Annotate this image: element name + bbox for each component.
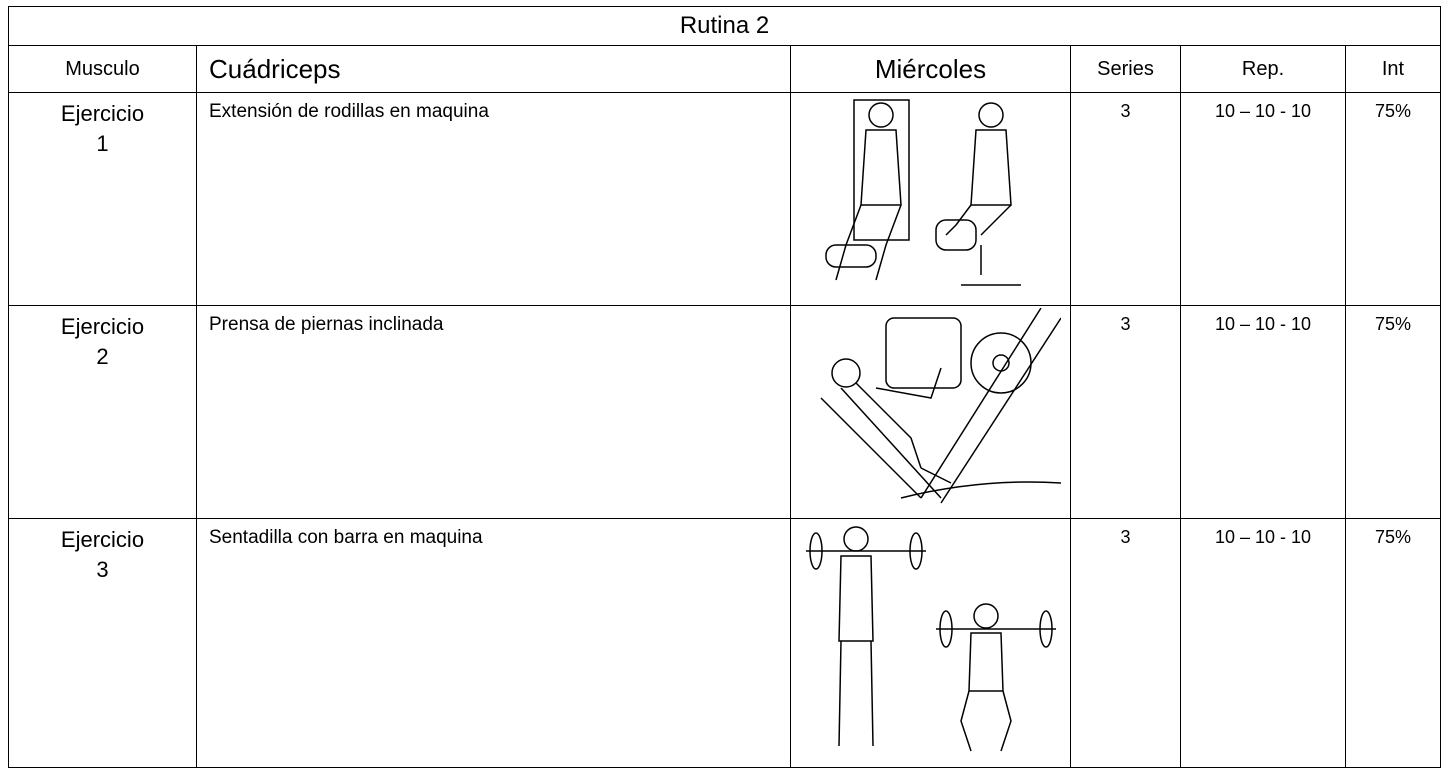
header-cell: Int (1344, 45, 1442, 93)
series-cell: 3 (1070, 305, 1181, 519)
exercise-row: Ejercicio 2 Prensa de piernas inclinada 3 10… (8, 305, 1442, 519)
title-row: Rutina 2 (7, 6, 1442, 46)
intensity-cell: 75% (1344, 305, 1442, 519)
intensity-cell: 75% (1344, 518, 1442, 768)
title: Rutina 2 (7, 6, 1442, 46)
reps-cell: 10 – 10 - 10 (1180, 305, 1346, 519)
exercise-name: Extensión de rodillas en maquina (196, 92, 791, 306)
label-word: Ejercicio (60, 527, 145, 552)
header-cell: Musculo (8, 45, 197, 93)
label-number: 2 (96, 344, 109, 369)
exercise-illustration (824, 99, 1021, 286)
exercise-name: Prensa de piernas inclinada (196, 305, 791, 519)
exercise-row: Ejercicio 3 Sentadilla con barra en maquin… (8, 518, 1442, 768)
exercise-label: Ejercicio 3 (8, 518, 197, 768)
header-row: Musculo Cuádriceps Miércoles Series Rep.… (8, 45, 1442, 93)
label-word: Ejercicio (60, 314, 145, 339)
exercise-row: Ejercicio 1 Extensión de rodillas en maqui… (8, 92, 1442, 306)
header-cell: Series (1070, 45, 1181, 93)
exercise-illustration (819, 308, 1061, 504)
series-cell: 3 (1070, 92, 1181, 306)
header-cell: Miércoles (790, 45, 1071, 93)
header-cell: Cuádriceps (196, 45, 791, 93)
exercise-label: Ejercicio 1 (8, 92, 197, 306)
label-number: 1 (96, 131, 109, 156)
reps-cell: 10 – 10 - 10 (1180, 92, 1346, 306)
exercise-name: Sentadilla con barra en maquina (196, 518, 791, 768)
illustration-cell (790, 92, 1071, 306)
illustration-cell (790, 305, 1071, 519)
label-number: 3 (96, 557, 109, 582)
reps-cell: 10 – 10 - 10 (1180, 518, 1346, 768)
exercise-illustration (805, 526, 1056, 752)
illustration-cell (790, 518, 1071, 768)
intensity-cell: 75% (1344, 92, 1442, 306)
label-word: Ejercicio (60, 101, 145, 126)
series-cell: 3 (1070, 518, 1181, 768)
header-cell: Rep. (1180, 45, 1346, 93)
routine-table: Rutina 2 Musculo Cuádriceps Miércoles Se… (7, 6, 1442, 768)
exercise-label: Ejercicio 2 (8, 305, 197, 519)
